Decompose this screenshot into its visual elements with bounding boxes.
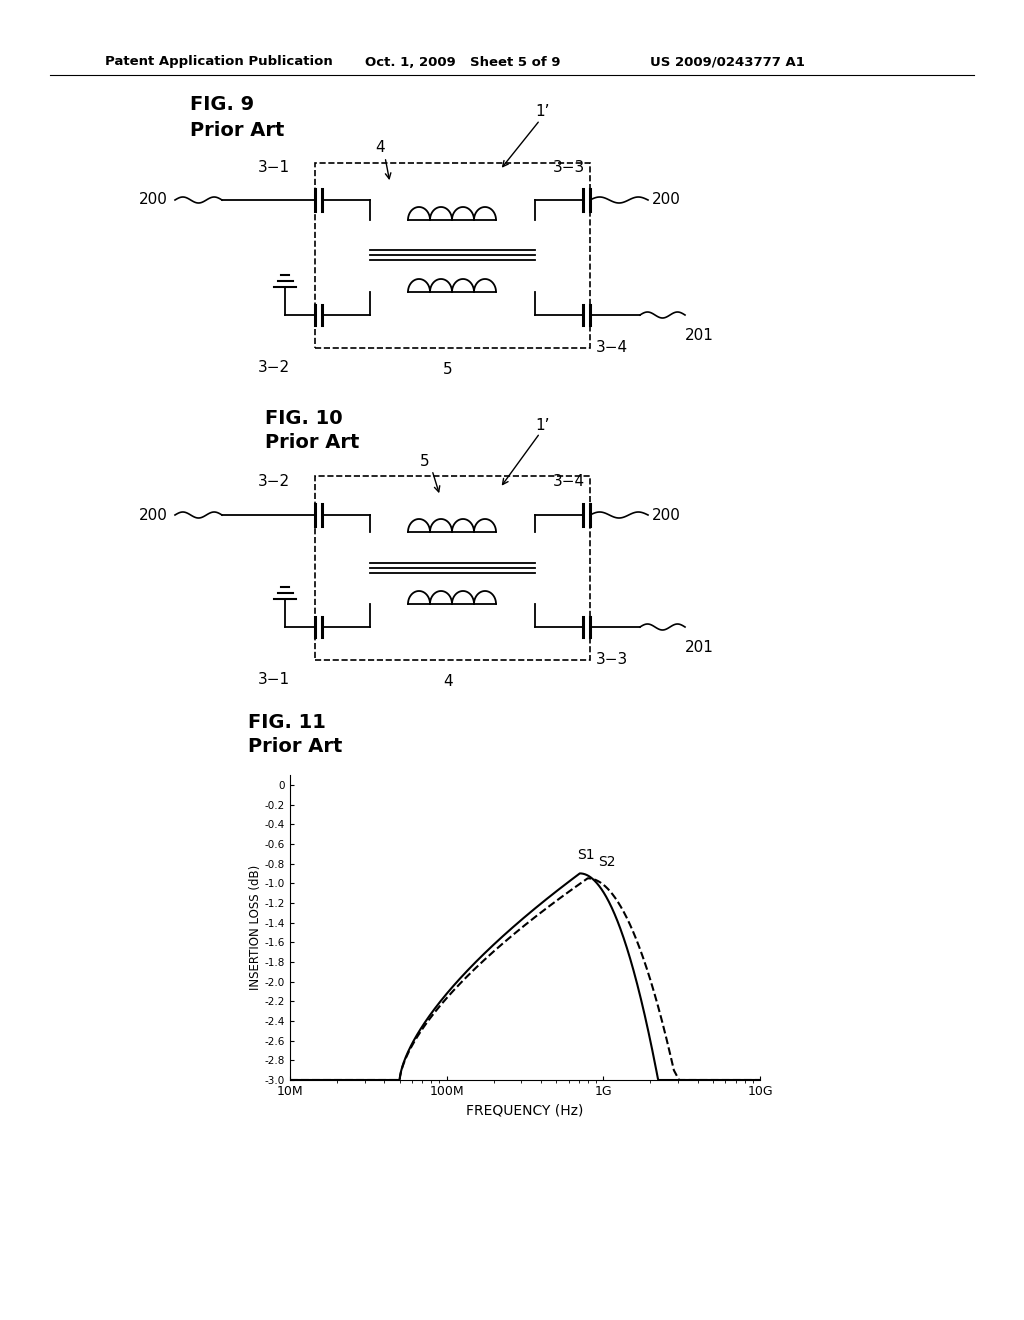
Y-axis label: INSERTION LOSS (dB): INSERTION LOSS (dB): [249, 865, 262, 990]
Text: S2: S2: [598, 854, 615, 869]
Text: Oct. 1, 2009: Oct. 1, 2009: [365, 55, 456, 69]
Text: S1: S1: [578, 847, 595, 862]
Text: 5: 5: [420, 454, 430, 470]
Text: Prior Art: Prior Art: [248, 738, 342, 756]
Bar: [315, 162, 590, 348]
Text: 3−1: 3−1: [258, 672, 290, 688]
Text: US 2009/0243777 A1: US 2009/0243777 A1: [650, 55, 805, 69]
Text: 3−1: 3−1: [258, 161, 290, 176]
Text: Prior Art: Prior Art: [265, 433, 359, 453]
Text: 1’: 1’: [535, 417, 550, 433]
Text: 3−2: 3−2: [258, 360, 290, 375]
Text: 200: 200: [652, 193, 681, 207]
Text: 201: 201: [685, 640, 714, 656]
Text: FIG. 11: FIG. 11: [248, 713, 326, 731]
Text: 4: 4: [375, 140, 385, 156]
Text: 1’: 1’: [535, 104, 550, 120]
Text: 3−4: 3−4: [596, 341, 628, 355]
Text: Prior Art: Prior Art: [190, 120, 285, 140]
Text: 3−3: 3−3: [596, 652, 629, 668]
Text: Sheet 5 of 9: Sheet 5 of 9: [470, 55, 560, 69]
Text: Patent Application Publication: Patent Application Publication: [105, 55, 333, 69]
Text: 200: 200: [139, 193, 168, 207]
Text: 200: 200: [652, 507, 681, 523]
Text: FIG. 9: FIG. 9: [190, 95, 254, 115]
Text: 200: 200: [139, 507, 168, 523]
Bar: [315, 477, 590, 660]
Text: 4: 4: [443, 675, 453, 689]
Text: 3−4: 3−4: [553, 474, 585, 490]
Text: FIG. 10: FIG. 10: [265, 408, 343, 428]
Text: 3−3: 3−3: [553, 161, 586, 176]
Text: 201: 201: [685, 327, 714, 342]
Text: 5: 5: [443, 363, 453, 378]
Text: 3−2: 3−2: [258, 474, 290, 490]
X-axis label: FREQUENCY (Hz): FREQUENCY (Hz): [466, 1104, 584, 1118]
